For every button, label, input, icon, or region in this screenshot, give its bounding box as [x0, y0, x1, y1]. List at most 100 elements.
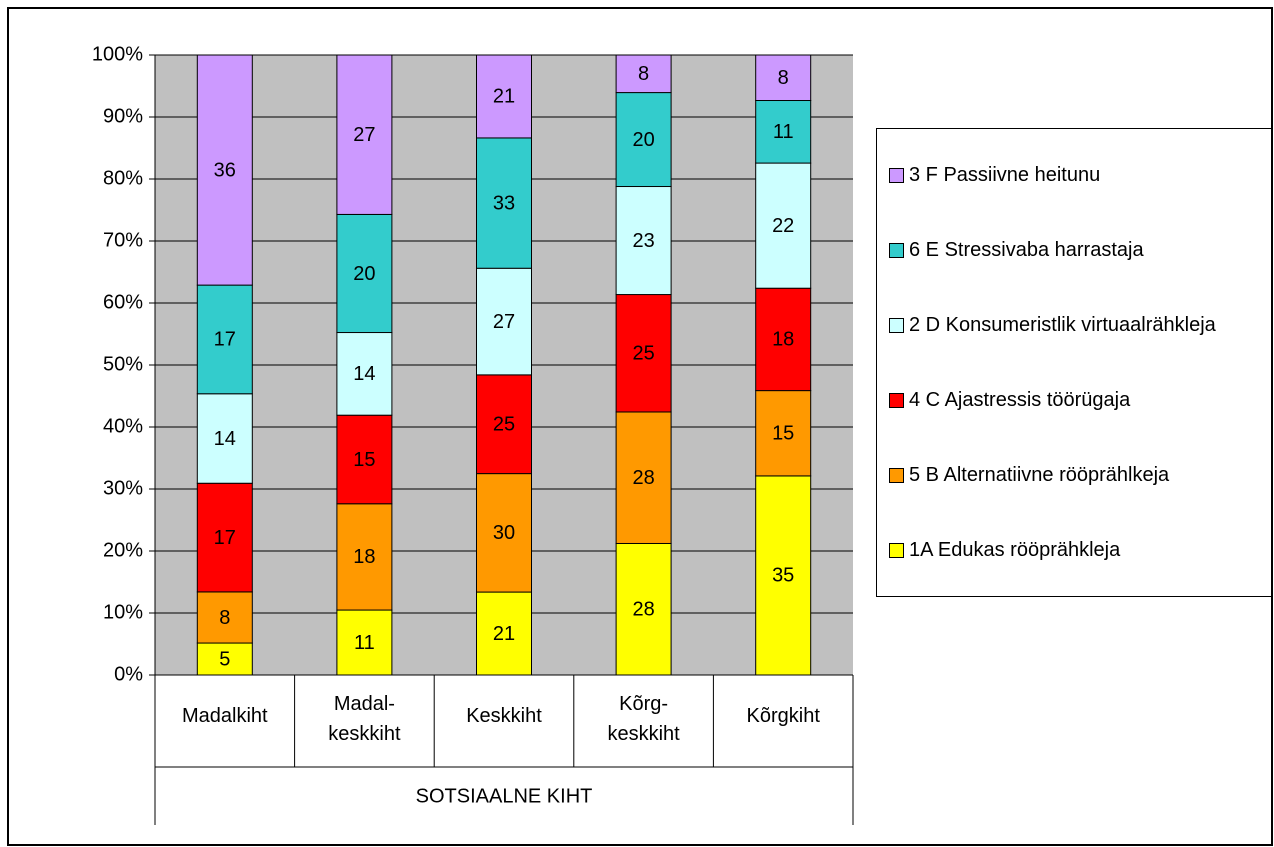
- data-label: 25: [493, 414, 515, 436]
- y-tick-label: 50%: [103, 353, 143, 375]
- legend-label: 6 E Stressivaba harrastaja: [909, 238, 1144, 261]
- data-label: 36: [214, 159, 236, 181]
- data-label: 11: [773, 121, 794, 143]
- y-tick-label: 0%: [114, 663, 143, 685]
- data-label: 8: [219, 607, 230, 629]
- data-label: 8: [638, 63, 649, 85]
- y-tick-label: 20%: [103, 539, 143, 561]
- y-tick-label: 80%: [103, 167, 143, 189]
- bar-segment: [615, 186, 672, 296]
- x-tick-label: Kõrg-keskkiht: [607, 693, 680, 745]
- data-label: 33: [493, 192, 515, 214]
- x-tick-label: Madalkiht: [182, 705, 268, 727]
- data-label: 23: [632, 230, 654, 252]
- data-label: 11: [354, 632, 375, 654]
- bar-segment: [336, 332, 393, 416]
- y-tick-label: 100%: [92, 43, 143, 65]
- data-label: 20: [632, 129, 654, 151]
- bar-segment: [196, 642, 253, 676]
- data-label: 28: [632, 467, 654, 489]
- legend-label: 4 C Ajastressis töörügaja: [909, 389, 1131, 412]
- legend: 3 F Passiivne heitunu 6 E Stressivaba har…: [876, 128, 1272, 597]
- bar-segment: [476, 473, 532, 593]
- data-label: 15: [353, 449, 375, 471]
- y-tick-label: 10%: [103, 601, 143, 623]
- legend-item: 6 E Stressivaba harrastaja: [889, 237, 1271, 263]
- legend-swatch: [889, 393, 904, 409]
- x-axis-title: SOTSIAALNE KIHT: [416, 785, 593, 807]
- data-label: 5: [219, 648, 230, 670]
- data-label: 25: [632, 343, 654, 365]
- data-label: 30: [493, 522, 515, 544]
- x-tick-label: Madal-keskkiht: [328, 693, 401, 745]
- x-tick-label-line: Madal-: [334, 693, 395, 715]
- legend-label: 3 F Passiivne heitunu: [909, 163, 1101, 186]
- bar-segment: [336, 609, 393, 676]
- bar-segment: [615, 54, 672, 94]
- bar-segment: [615, 92, 672, 188]
- bar-segment: [196, 591, 253, 644]
- x-tick-label: Kõrgkiht: [747, 705, 821, 727]
- data-label: 21: [493, 86, 515, 108]
- legend-label: 1A Edukas rööprähkleja: [909, 539, 1121, 562]
- bar-segment: [476, 591, 532, 676]
- data-label: 27: [493, 311, 515, 333]
- x-tick-label: Keskkiht: [466, 705, 542, 727]
- data-label: 28: [632, 599, 654, 621]
- data-label: 20: [353, 263, 375, 285]
- legend-swatch: [889, 543, 904, 559]
- bar-segment: [196, 54, 253, 286]
- legend-swatch: [889, 167, 904, 183]
- y-tick-label: 60%: [103, 291, 143, 313]
- data-label: 22: [772, 215, 794, 237]
- data-label: 27: [353, 124, 375, 146]
- legend-label: 5 B Alternatiivne rööprählkeja: [909, 464, 1170, 487]
- bar-segment: [615, 411, 672, 544]
- legend-swatch: [889, 317, 904, 333]
- legend-swatch: [889, 242, 904, 258]
- bar-segment: [755, 162, 812, 289]
- legend-label: 2 D Konsumeristlik virtuaalrähkleja: [909, 313, 1216, 336]
- bar-segment: [755, 54, 812, 102]
- bar-segment: [476, 374, 532, 475]
- y-tick-label: 40%: [103, 415, 143, 437]
- data-label: 17: [214, 329, 236, 351]
- data-label: 15: [772, 423, 794, 445]
- data-label: 35: [772, 565, 794, 587]
- data-label: 8: [778, 67, 789, 89]
- x-tick-label-line: Madalkiht: [182, 705, 268, 727]
- data-label: 14: [353, 363, 375, 385]
- legend-item: 5 B Alternatiivne rööprählkeja: [889, 462, 1271, 488]
- data-label: 14: [214, 428, 236, 450]
- data-label: 21: [493, 623, 515, 645]
- x-tick-label-line: Kõrgkiht: [747, 705, 821, 727]
- bar-segment: [476, 267, 532, 376]
- bar-segment: [336, 54, 393, 215]
- bar-segment: [755, 390, 812, 477]
- bar-segment: [476, 137, 532, 269]
- x-tick-label-line: Keskkiht: [466, 705, 542, 727]
- bar-segment: [336, 503, 393, 611]
- bar-segment: [615, 294, 672, 413]
- legend-swatch: [889, 468, 904, 484]
- bar-segment: [755, 287, 812, 392]
- data-label: 17: [214, 527, 236, 549]
- y-tick-label: 70%: [103, 229, 143, 251]
- bar-segment: [755, 100, 812, 164]
- legend-item: 4 C Ajastressis töörügaja: [889, 387, 1271, 413]
- x-tick-label-line: keskkiht: [607, 723, 680, 745]
- bar-segment: [196, 482, 253, 593]
- bar-segment: [476, 54, 532, 139]
- data-label: 18: [353, 546, 375, 568]
- legend-item: 1A Edukas rööprähkleja: [889, 537, 1271, 563]
- x-tick-label-line: keskkiht: [328, 723, 401, 745]
- data-label: 18: [772, 329, 794, 351]
- x-tick-label-line: Kõrg-: [619, 693, 668, 715]
- bar-segment: [336, 414, 393, 505]
- legend-item: 3 F Passiivne heitunu: [889, 162, 1271, 188]
- bar-segment: [615, 542, 672, 676]
- bar-segment: [196, 393, 253, 484]
- y-tick-label: 30%: [103, 477, 143, 499]
- bar-segment: [755, 475, 812, 676]
